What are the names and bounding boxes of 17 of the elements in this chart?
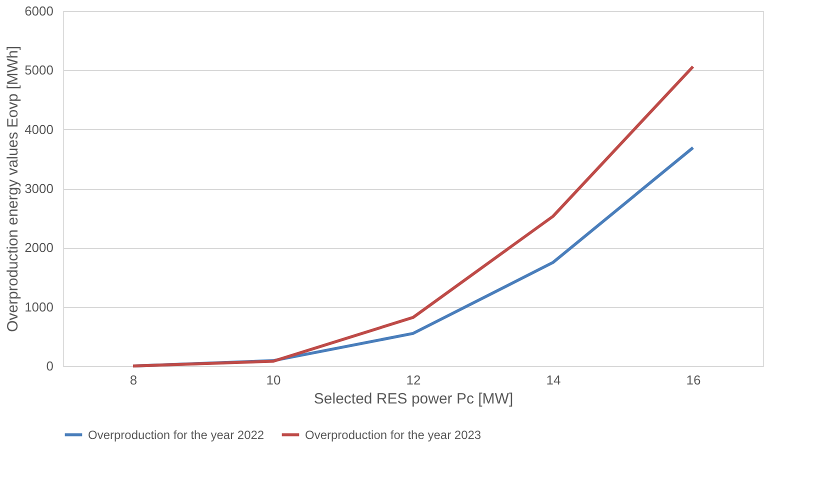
line-series	[132, 65, 694, 368]
legend-label: Overproduction for the year 2022	[88, 428, 264, 442]
x-tick-label: 14	[546, 372, 561, 388]
y-tick-label: 0	[46, 358, 54, 374]
y-tick-label: 4000	[24, 122, 54, 137]
y-tick-label: 3000	[24, 181, 54, 196]
y-axis-title: Overproduction energy values Eovp [MWh]	[4, 46, 22, 332]
y-tick-label: 1000	[24, 299, 54, 314]
y-tick-label: 5000	[24, 62, 54, 78]
x-tick-label: 12	[406, 372, 421, 388]
x-tick-label: 16	[686, 372, 701, 388]
x-tick-label: 8	[130, 372, 138, 388]
legend-label: Overproduction for the year 2023	[305, 428, 482, 442]
x-tick-label: 10	[266, 372, 281, 388]
x-axis-title: Selected RES power Pc [MW]	[314, 390, 514, 408]
y-tick-label: 6000	[24, 4, 54, 18]
y-tick-label: 2000	[24, 240, 54, 256]
